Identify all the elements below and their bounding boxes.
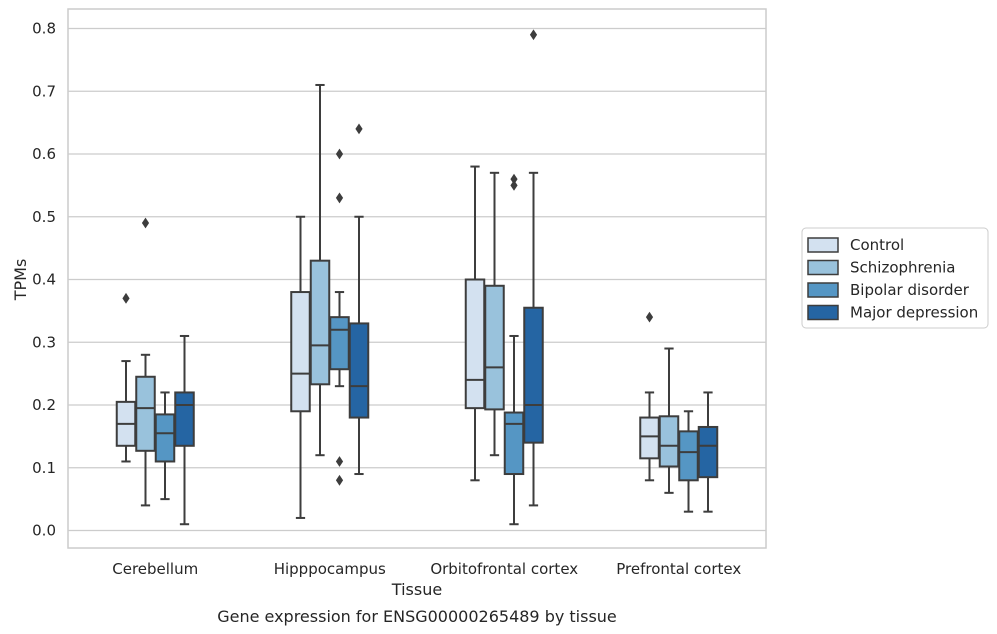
box-bipolar-disorder — [503, 173, 525, 526]
box-bipolar-disorder — [329, 148, 350, 486]
outlier-point — [335, 456, 344, 467]
outlier-point — [355, 123, 363, 135]
box-major-depression — [174, 334, 195, 526]
box-control — [115, 292, 137, 463]
outlier-point — [335, 474, 344, 486]
legend-swatch — [807, 237, 839, 253]
legend-swatch — [807, 259, 839, 276]
box-iqr — [290, 291, 311, 413]
box-schizophrenia — [135, 217, 156, 507]
plot-area-frame — [67, 8, 767, 549]
x-tick-label: Prefrontal cortex — [616, 560, 741, 578]
y-tick-label: 0.3 — [32, 333, 56, 351]
box-schizophrenia — [309, 83, 331, 457]
outlier-point — [122, 292, 130, 304]
y-tick-label: 0.1 — [32, 459, 56, 477]
outlier-point — [510, 179, 518, 191]
box-iqr — [135, 375, 156, 452]
legend-frame — [801, 227, 989, 329]
box-control — [639, 311, 660, 482]
box-iqr — [348, 322, 370, 419]
box-major-depression — [697, 391, 719, 513]
outlier-point — [645, 311, 654, 323]
box-iqr — [639, 416, 660, 460]
box-series — [115, 29, 719, 526]
box-control — [464, 165, 486, 482]
y-tick-label: 0.7 — [32, 82, 56, 100]
box-bipolar-disorder — [678, 410, 699, 513]
outlier-point — [335, 192, 344, 204]
x-tick-label: Hipppocampus — [274, 560, 386, 578]
box-major-depression — [523, 29, 544, 507]
x-tick-label: Orbitofrontal cortex — [430, 560, 578, 578]
outlier-point — [529, 29, 538, 41]
legend: Control Schizophrenia Bipolar disorder Majo… — [801, 227, 989, 329]
y-tick-label: 0.5 — [32, 208, 56, 226]
box-iqr — [154, 413, 176, 463]
box-schizophrenia — [484, 171, 505, 457]
legend-swatch — [807, 282, 839, 298]
box-iqr — [329, 316, 350, 371]
box-control — [290, 215, 311, 519]
box-iqr — [697, 425, 719, 479]
legend-swatch — [807, 304, 839, 321]
legend-label: Control — [850, 236, 904, 254]
x-tick-label: Cerebellum — [112, 560, 198, 578]
y-tick-label: 0.6 — [32, 145, 56, 163]
box-iqr — [464, 278, 486, 410]
y-tick-label: 0.8 — [32, 20, 56, 38]
legend-label: Bipolar disorder — [850, 281, 970, 299]
box-iqr — [503, 411, 525, 476]
y-tick-label: 0.4 — [32, 271, 56, 289]
box-iqr — [174, 391, 195, 447]
chart-caption: Gene expression for ENSG00000265489 by t… — [217, 607, 617, 626]
outlier-point — [141, 217, 150, 229]
box-iqr — [309, 259, 331, 386]
x-axis-ticks: Cerebellum Hipppocampus Orbitofrontal cort… — [112, 560, 741, 578]
box-iqr — [484, 284, 505, 411]
outlier-point — [335, 148, 344, 160]
outlier-point — [510, 173, 518, 185]
box-major-depression — [348, 123, 370, 476]
y-axis-ticks: 0.0 0.1 0.2 0.3 0.4 0.5 0.6 0.7 0.8 — [32, 20, 56, 540]
box-iqr — [678, 430, 699, 482]
legend-label: Major depression — [850, 304, 978, 322]
legend-label: Schizophrenia — [850, 259, 955, 277]
box-bipolar-disorder — [154, 391, 176, 501]
y-axis-title: TPMs — [11, 259, 30, 302]
y-tick-label: 0.2 — [32, 396, 56, 414]
y-tick-label: 0.0 — [32, 522, 56, 540]
box-iqr — [523, 306, 544, 444]
x-axis-title: Tissue — [391, 580, 442, 599]
box-schizophrenia — [658, 347, 680, 494]
box-iqr — [658, 415, 680, 468]
